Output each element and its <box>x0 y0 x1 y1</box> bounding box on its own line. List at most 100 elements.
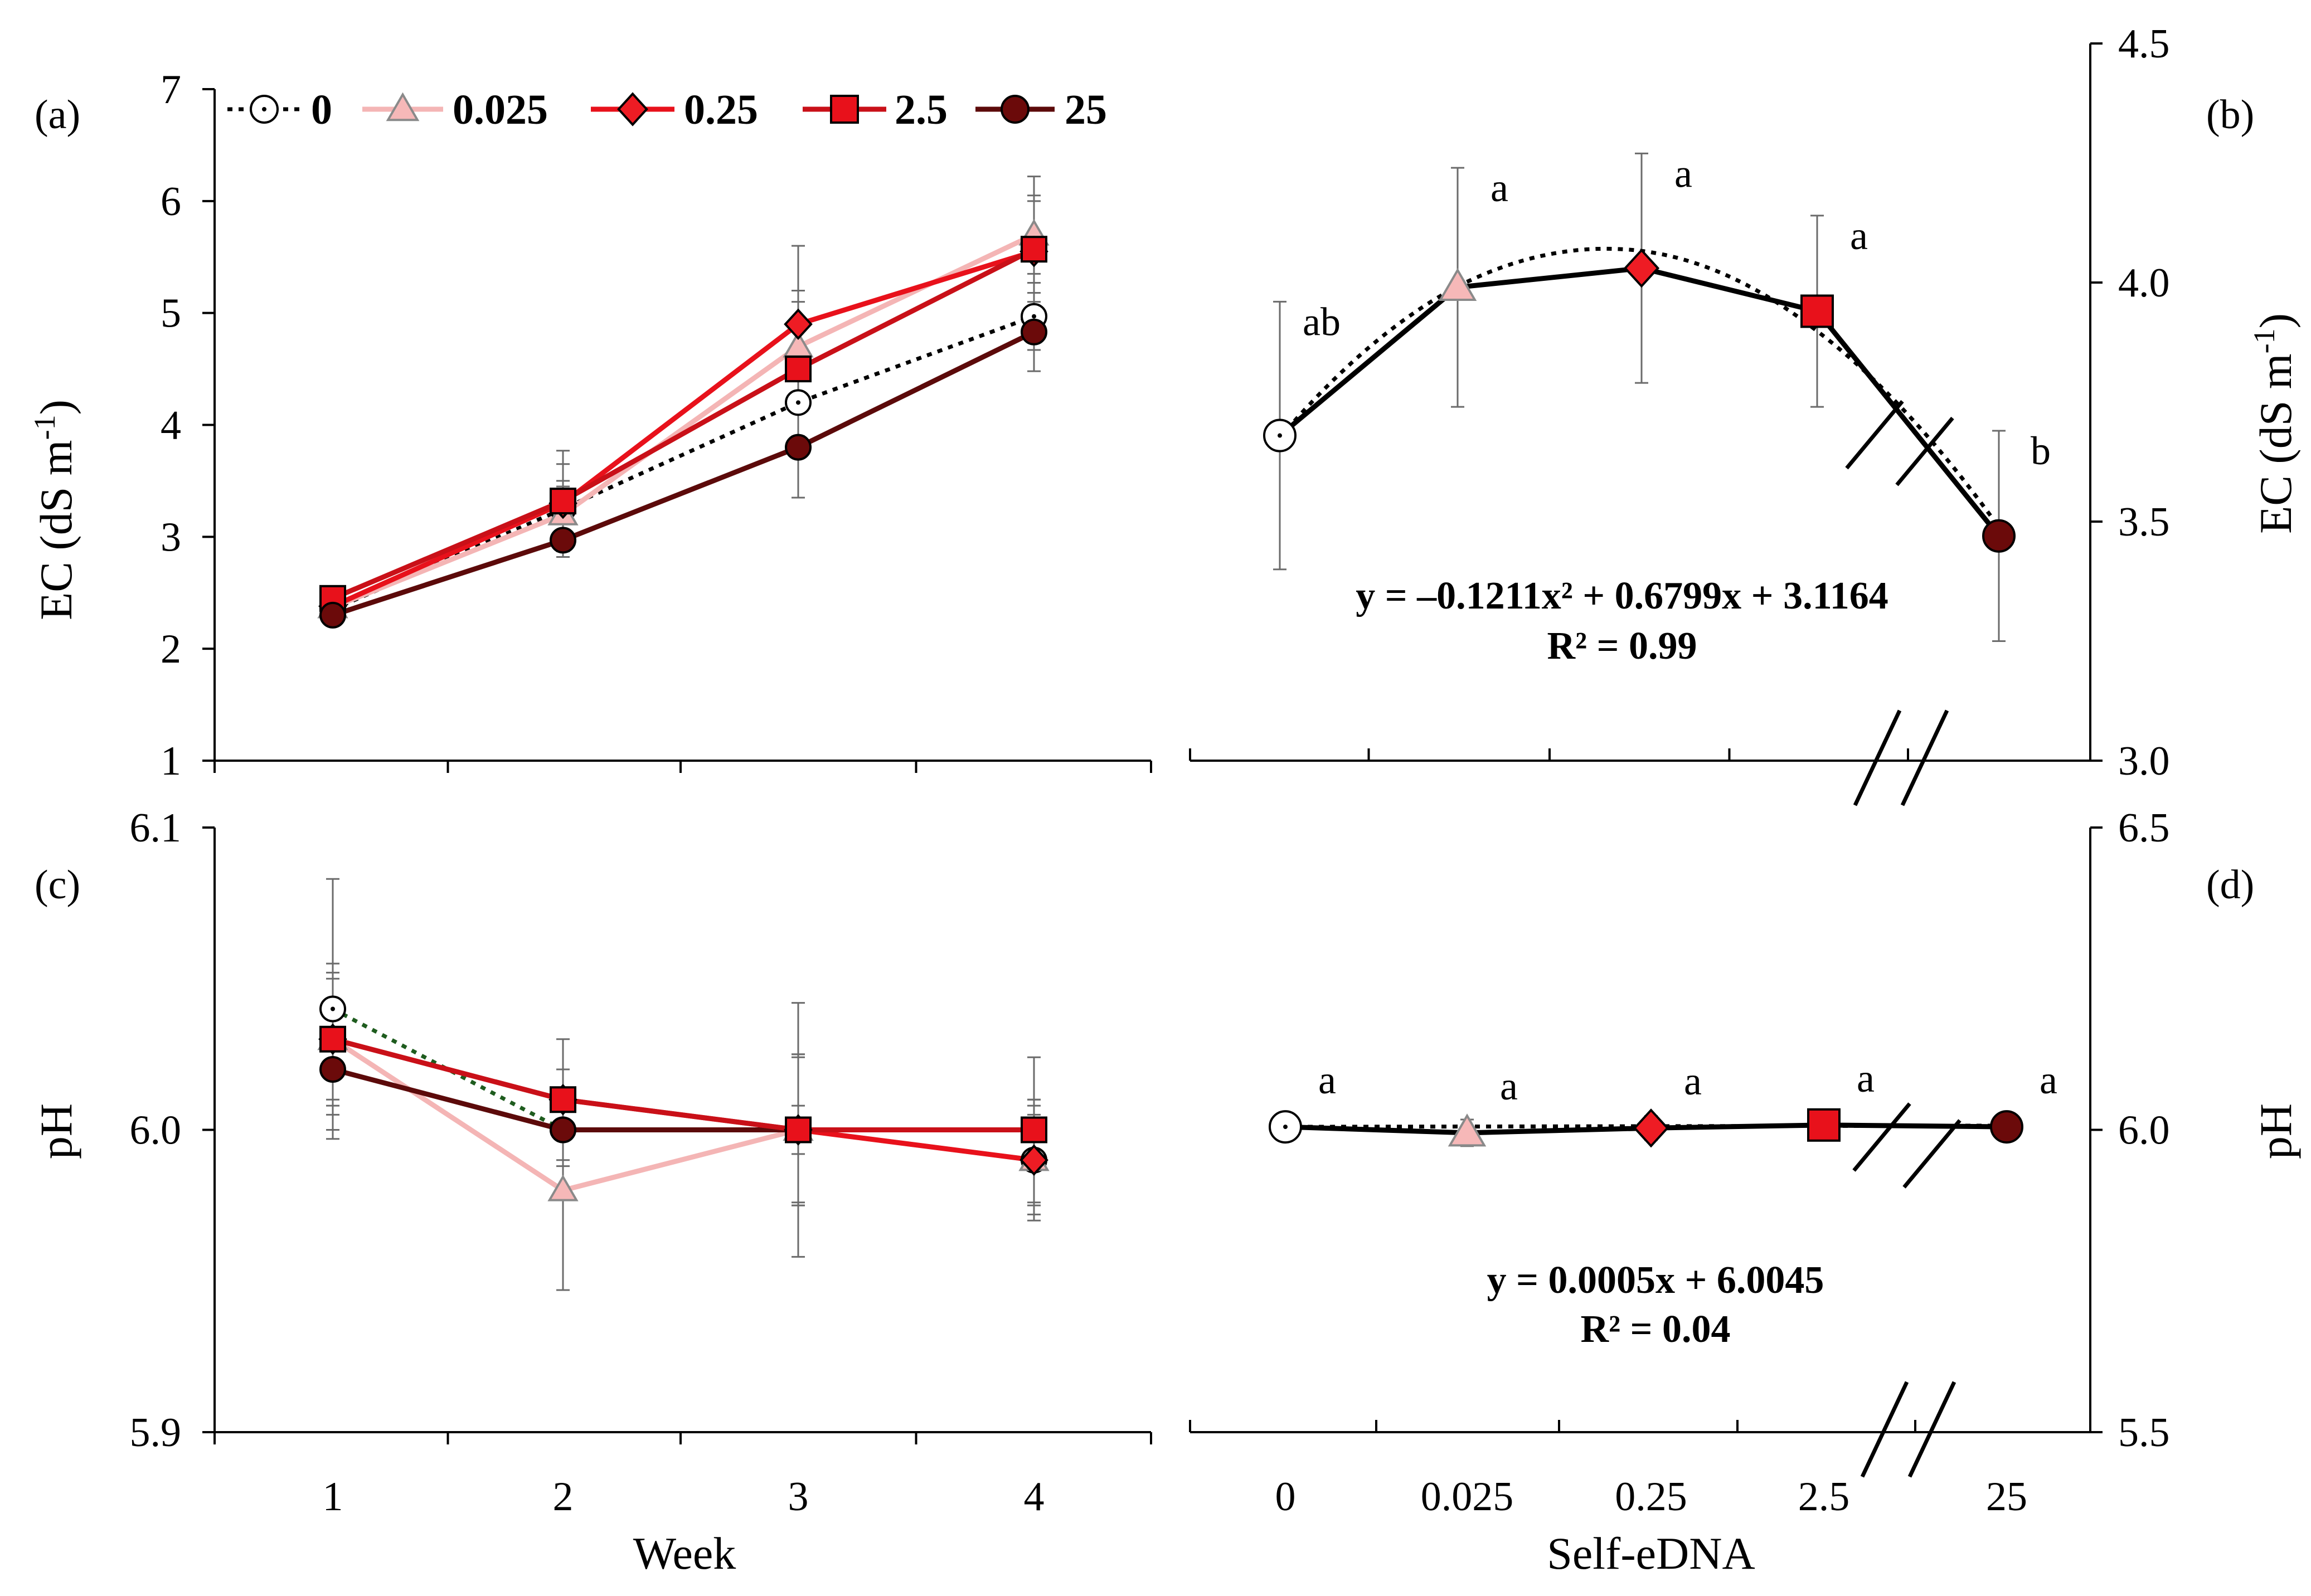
significance-letter-d-2: a <box>1684 1059 1702 1103</box>
data-point-d-s0025 <box>1448 1113 1487 1147</box>
significance-letter-d-3: a <box>1857 1056 1875 1101</box>
axis-title-b-y: EC (dS m-1) <box>2247 313 2301 534</box>
axis-title-c-x: Week <box>633 1528 736 1579</box>
data-point-c-s25-1 <box>550 1086 576 1113</box>
tick-label-c-x-2: 3 <box>788 1474 809 1520</box>
tick-label-d-y-1: 6.0 <box>2118 1108 2170 1154</box>
tick-label-a-y-5: 6 <box>161 179 181 225</box>
significance-letter-b-1: a <box>1491 166 1508 210</box>
axis-title-a-y: EC (dS m-1) <box>28 400 81 620</box>
data-point-b-s025 <box>1623 249 1660 288</box>
tick-label-b-y-3: 4.5 <box>2118 21 2170 67</box>
data-point-c-s250-1 <box>550 1116 576 1144</box>
tick-label-c-y-2: 6.1 <box>130 805 182 851</box>
data-point-a-s0-2-dot <box>796 400 800 405</box>
series-line-c-s0 <box>332 1007 1035 1162</box>
data-point-a-s0-3-dot <box>1032 314 1036 319</box>
series-line-c-s25 <box>332 1037 1034 1132</box>
data-point-a-s025-2 <box>784 308 813 340</box>
tick-label-b-y-1: 3.5 <box>2118 499 2170 545</box>
tick-label-a-y-2: 3 <box>161 514 181 560</box>
data-point-a-s25-3 <box>1021 236 1047 263</box>
axis-break-x-d-1 <box>1860 1381 1909 1478</box>
data-point-c-s0025-1 <box>547 1174 579 1201</box>
series-line-a-s250 <box>332 329 1035 618</box>
significance-letter-d-1: a <box>1500 1064 1518 1108</box>
tick-label-a-y-0: 1 <box>161 738 181 784</box>
data-point-a-s250-0 <box>319 601 346 629</box>
data-point-b-s0-dot <box>1278 433 1282 438</box>
tick-label-d-y-0: 5.5 <box>2118 1410 2170 1456</box>
equation-d: y = 0.0005x + 6.0045 <box>1487 1259 1824 1302</box>
tick-label-d-x-4: 25 <box>1986 1474 2027 1520</box>
legend-label-0: 0 <box>311 86 332 133</box>
axis-break-line-d-2 <box>1902 1119 1962 1189</box>
tick-label-d-x-2: 0.25 <box>1615 1474 1687 1520</box>
panel-label-b: (b) <box>2206 92 2254 138</box>
legend-label-250: 25 <box>1065 86 1107 133</box>
data-point-a-s250-2 <box>785 434 812 461</box>
data-point-a-s250-1 <box>550 527 576 554</box>
legend-marker-s25 <box>830 95 859 124</box>
significance-letter-b-2: a <box>1674 151 1692 196</box>
data-point-d-s250 <box>1990 1110 2023 1144</box>
axis-break-x-b-2 <box>1900 709 1949 806</box>
tick-label-a-y-1: 2 <box>161 626 181 672</box>
legend: 0 0.025 0.25 2.5 25 <box>311 86 1107 133</box>
data-point-c-s250-0 <box>319 1056 346 1083</box>
tick-label-d-x-0: 0 <box>1275 1474 1296 1520</box>
legend-label-0025: 0.025 <box>453 86 548 133</box>
tick-label-b-y-0: 3.0 <box>2118 738 2170 784</box>
legend-marker-s250 <box>1001 95 1030 124</box>
legend-marker-s025 <box>617 92 648 126</box>
panel-label-a: (a) <box>35 92 80 138</box>
tick-label-c-x-1: 2 <box>553 1474 574 1520</box>
tick-label-a-y-3: 4 <box>161 403 181 449</box>
significance-letter-b-0: ab <box>1303 299 1341 344</box>
tick-label-d-y-2: 6.5 <box>2118 805 2170 851</box>
panel-label-c: (c) <box>35 862 80 908</box>
tick-label-c-x-0: 1 <box>323 1474 343 1520</box>
panel-label-d: (d) <box>2206 862 2254 908</box>
data-point-d-s025 <box>1633 1108 1669 1148</box>
significance-letter-d-4: a <box>2040 1058 2057 1102</box>
tick-label-a-y-4: 5 <box>161 291 181 337</box>
axis-break-x-b-1 <box>1853 709 1902 806</box>
tick-label-c-x-3: 4 <box>1024 1474 1045 1520</box>
significance-letter-b-3: a <box>1850 213 1868 258</box>
data-point-a-s25-2 <box>785 356 812 383</box>
trendline-b <box>1278 246 2001 529</box>
r2-d: R² = 0.04 <box>1581 1308 1731 1351</box>
tick-label-b-y-2: 4.0 <box>2118 260 2170 306</box>
data-point-c-s25-0 <box>319 1025 346 1053</box>
series-line-b <box>1278 265 2001 538</box>
data-point-c-s25-2 <box>785 1116 812 1144</box>
tick-label-c-y-0: 5.9 <box>130 1410 182 1456</box>
axis-break-x-d-2 <box>1907 1381 1956 1478</box>
tick-label-c-y-1: 6.0 <box>130 1108 182 1154</box>
legend-marker-s0025 <box>386 92 420 121</box>
data-point-c-s25-3 <box>1021 1116 1047 1144</box>
data-point-a-s250-3 <box>1021 318 1047 346</box>
data-point-a-s25-1 <box>550 488 576 515</box>
legend-label-25: 2.5 <box>895 86 948 133</box>
data-point-b-s250 <box>1982 519 2016 553</box>
tick-label-d-x-3: 2.5 <box>1798 1474 1850 1520</box>
equation-b: y = –0.1211x² + 0.6799x + 3.1164 <box>1356 575 1888 617</box>
legend-label-025: 0.25 <box>684 86 758 133</box>
series-line-a-s25 <box>332 247 1036 601</box>
series-line-a-s0025 <box>332 232 1035 610</box>
data-point-d-s25 <box>1807 1108 1841 1142</box>
data-point-c-s025-3 <box>1019 1144 1048 1176</box>
tick-label-d-x-1: 0.025 <box>1421 1474 1514 1520</box>
data-point-d-s0-dot <box>1283 1125 1288 1130</box>
plot-layer <box>202 42 2103 1478</box>
axis-title-d-y: pH <box>2250 1103 2301 1159</box>
significance-letter-d-0: a <box>1318 1058 1336 1102</box>
series-line-c-s250 <box>332 1067 1034 1132</box>
series-line-a-s025 <box>332 249 1035 609</box>
legend-marker-s0-dot <box>262 107 266 111</box>
tick-label-a-y-6: 7 <box>161 67 181 113</box>
axis-break-line-b-1 <box>1845 400 1904 470</box>
